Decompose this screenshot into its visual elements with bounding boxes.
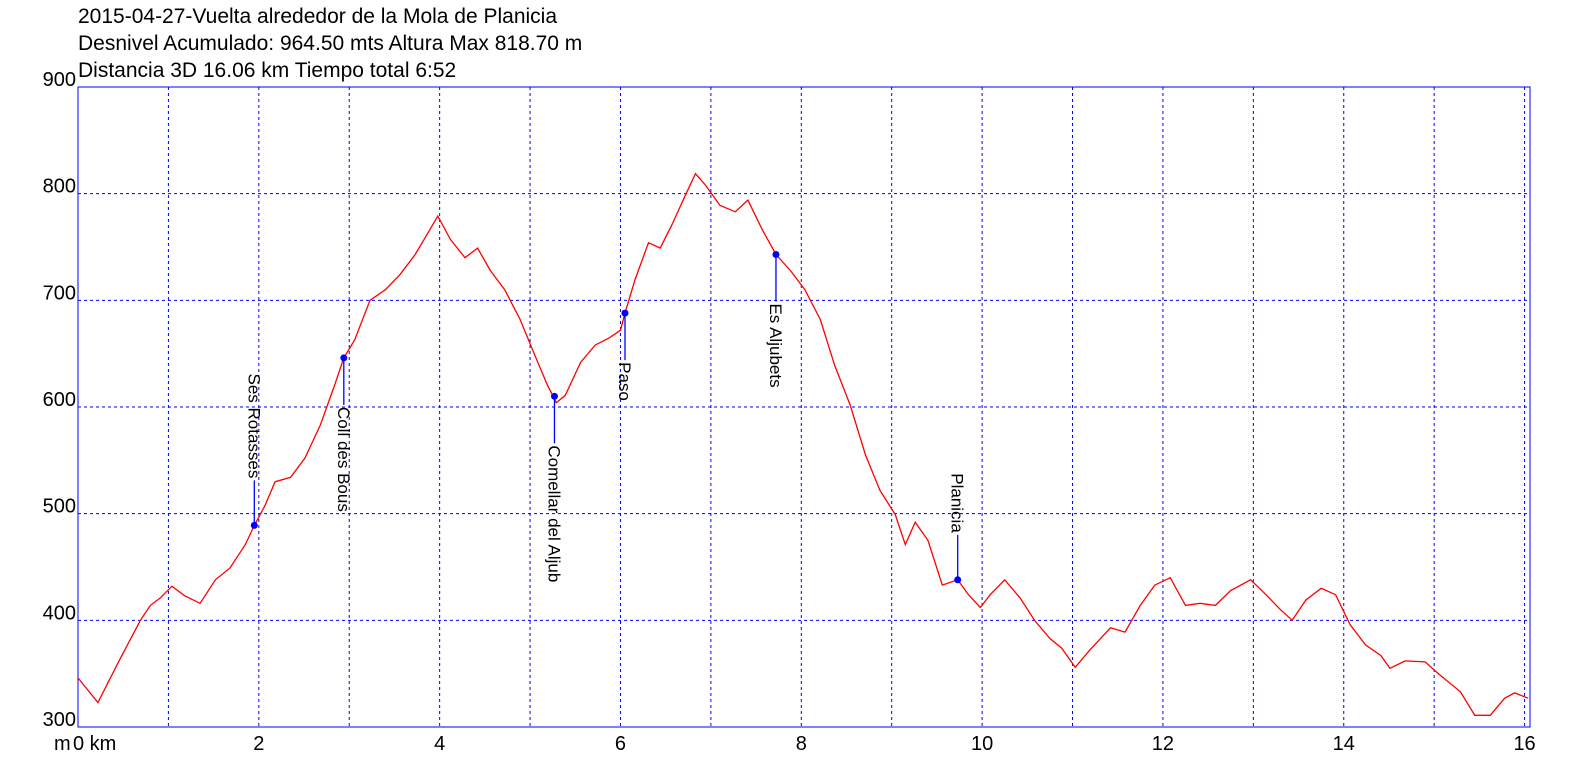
x-tick-label: 2 (253, 733, 264, 755)
waypoint: Comellar del Aljub (544, 392, 563, 582)
x-tick-label: 0 km (73, 733, 116, 755)
waypoint-label: Paso (615, 362, 634, 401)
waypoint: Es Aljubets (766, 250, 785, 388)
waypoint-label: Coll des Bous (334, 407, 353, 512)
y-tick-label: 300 (43, 709, 76, 731)
y-tick-label: 700 (43, 282, 76, 304)
x-tick-label: 10 (971, 733, 993, 755)
y-unit-label: m (54, 733, 71, 755)
waypoint-marker (250, 521, 258, 529)
waypoint: Planicia (948, 473, 967, 584)
y-tick-label: 400 (43, 602, 76, 624)
elevation-line (77, 172, 1529, 716)
waypoint-label: Planicia (948, 473, 967, 533)
x-tick-label: 16 (1513, 733, 1535, 755)
waypoint-marker (954, 576, 962, 584)
y-tick-label: 800 (43, 176, 76, 198)
y-tick-label: 900 (43, 69, 76, 91)
chart-title: 2015-04-27-Vuelta alrededor de la Mola d… (78, 5, 557, 28)
chart-title: Distancia 3D 16.06 km Tiempo total 6:52 (78, 59, 456, 82)
y-tick-label: 500 (43, 496, 76, 518)
waypoint-marker (340, 354, 348, 362)
waypoint: Paso (615, 309, 634, 401)
x-tick-label: 6 (615, 733, 626, 755)
plot-frame (77, 86, 1531, 728)
waypoint-marker (621, 309, 629, 317)
x-tick-label: 4 (434, 733, 445, 755)
x-tick-label: 14 (1333, 733, 1355, 755)
waypoint-label: Ses Rotasses (244, 374, 263, 479)
waypoint-label: Comellar del Aljub (544, 445, 563, 582)
x-tick-label: 12 (1152, 733, 1174, 755)
waypoint-label: Es Aljubets (766, 303, 785, 387)
chart-title: Desnivel Acumulado: 964.50 mts Altura Ma… (78, 32, 582, 55)
waypoint: Coll des Bous (334, 354, 353, 512)
y-tick-label: 600 (43, 389, 76, 411)
waypoint-marker (772, 250, 780, 258)
waypoint: Ses Rotasses (244, 374, 263, 529)
waypoint-marker (550, 392, 558, 400)
x-tick-label: 8 (796, 733, 807, 755)
